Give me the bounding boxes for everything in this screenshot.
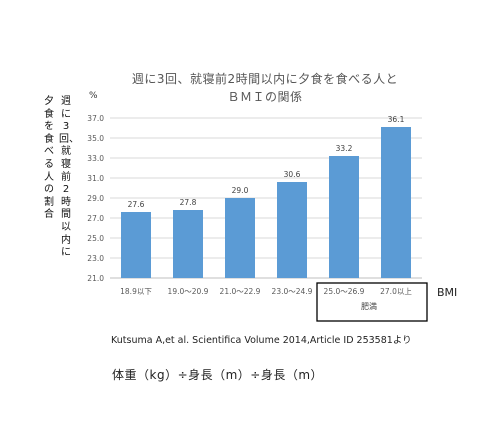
x-tick-label: 23.0～24.9: [272, 287, 313, 296]
source-citation: Kutsuma A,et al. Scientifica Volume 2014…: [111, 335, 412, 346]
bar: [277, 182, 307, 278]
y-tick-label: 31.0: [87, 174, 104, 183]
bar: [225, 198, 255, 278]
data-label: 29.0: [232, 186, 249, 195]
bar: [329, 156, 359, 278]
x-tick-label: 19.0～20.9: [168, 287, 209, 296]
x-tick-label: 21.0～22.9: [220, 287, 261, 296]
chart-title: 週に3回、就寝前2時間以内に夕食を食べる人と: [131, 72, 399, 86]
y-axis-label-line2: 夕食を食べる人の割合: [44, 96, 54, 221]
obese-group-box: [316, 282, 428, 322]
y-tick-label: 35.0: [87, 134, 104, 143]
x-tick-label: 25.0～26.9: [324, 287, 365, 296]
chart-subtitle: ＢＭＩの関係: [227, 90, 303, 104]
data-label: 33.2: [336, 144, 353, 153]
bar: [121, 212, 151, 278]
data-label: 36.1: [388, 115, 405, 124]
y-tick-label: 27.0: [87, 214, 104, 223]
data-label: 27.8: [180, 198, 197, 207]
y-axis-label-line1: 週に3回、就寝前2時間以内に: [59, 96, 79, 259]
y-tick-label: 33.0: [87, 154, 104, 163]
x-tick-label: 18.9以下: [120, 287, 152, 296]
data-label: 27.6: [128, 200, 145, 209]
y-tick-label: 37.0: [87, 114, 104, 123]
y-tick-label: 21.0: [87, 274, 104, 283]
bmi-formula: 体重（kg）÷身長（m）÷身長（m）: [112, 368, 324, 382]
obese-group-label: 肥満: [361, 302, 377, 311]
y-tick-label: 23.0: [87, 254, 104, 263]
bar: [173, 210, 203, 278]
x-tick-label: 27.0以上: [380, 287, 412, 296]
x-axis-label: BMI: [437, 286, 458, 299]
bar: [381, 127, 411, 278]
y-axis-unit: %: [89, 91, 98, 101]
y-tick-label: 25.0: [87, 234, 104, 243]
y-tick-label: 29.0: [87, 194, 104, 203]
data-label: 30.6: [284, 170, 301, 179]
